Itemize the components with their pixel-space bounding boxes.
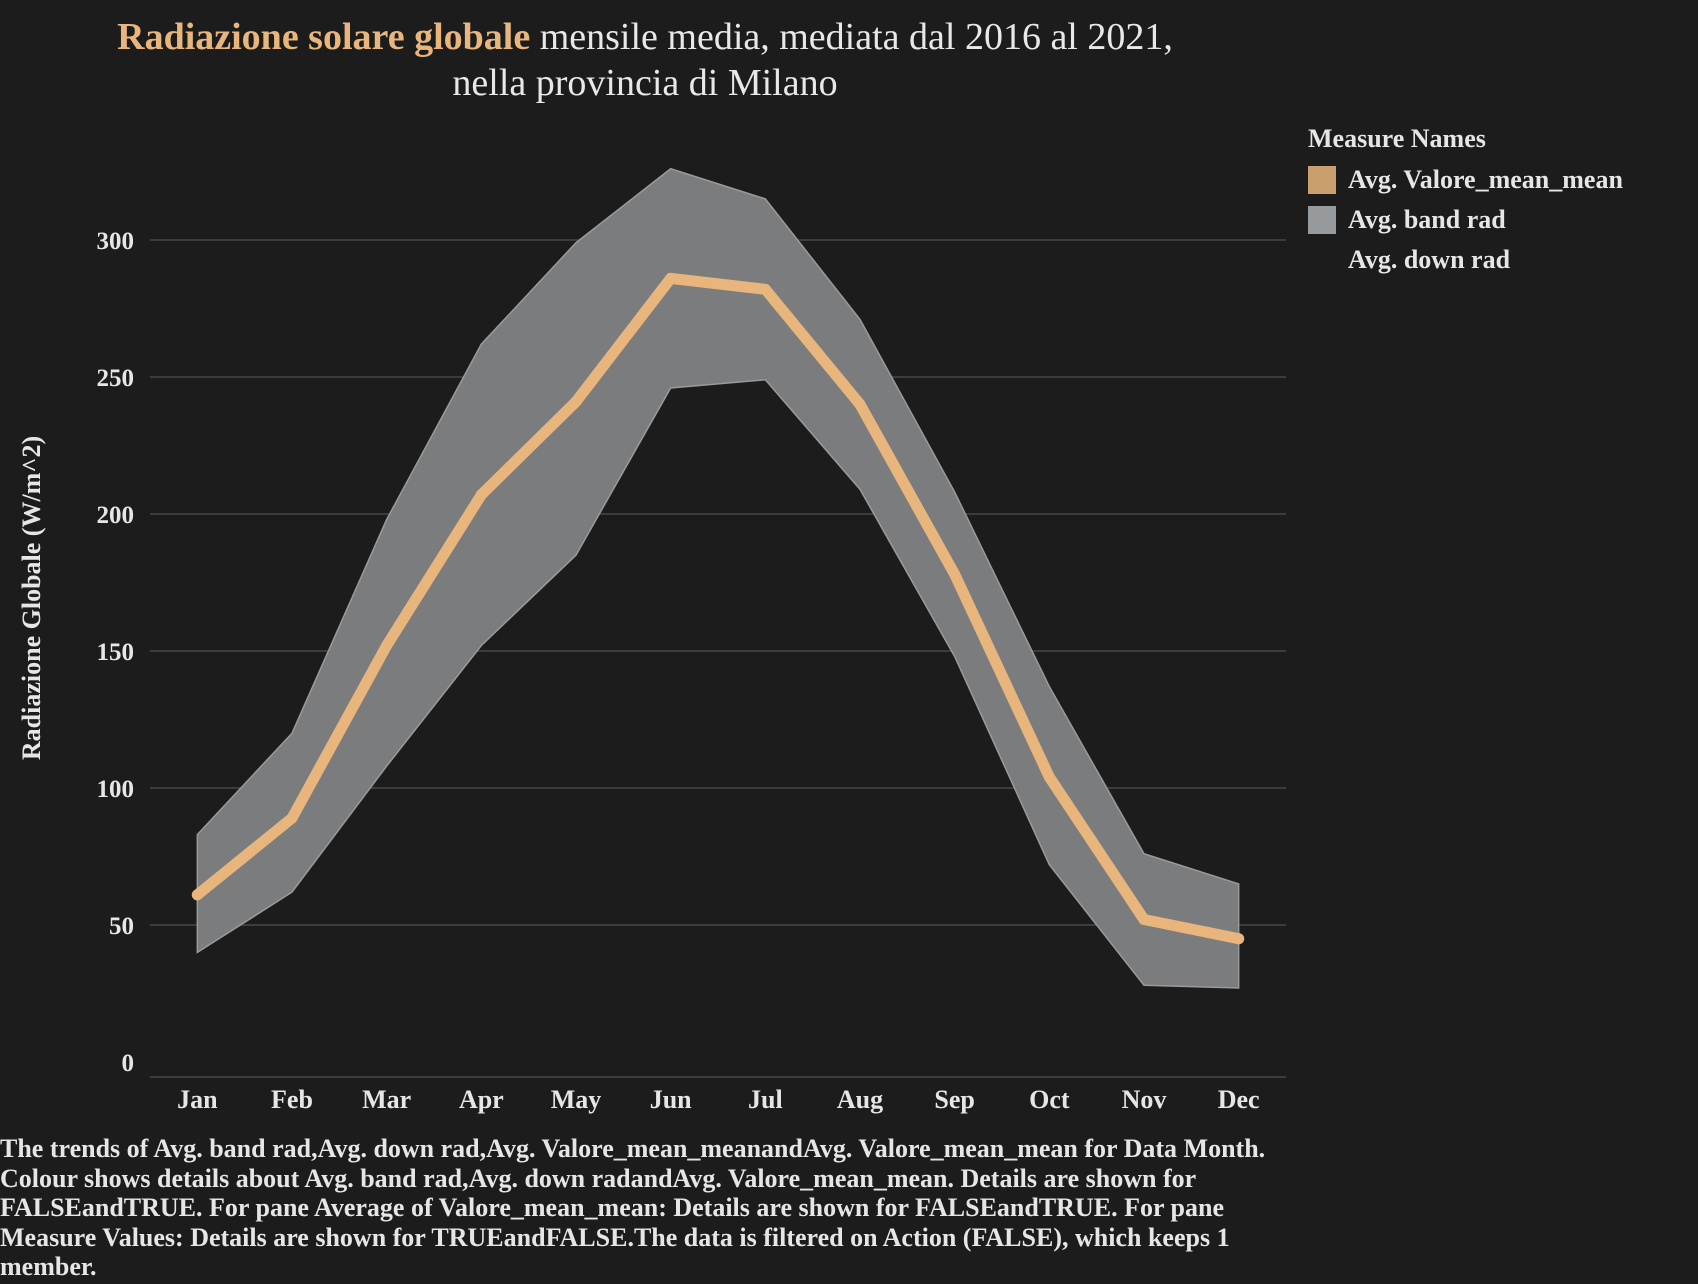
x-tick-label-oct: Oct xyxy=(1029,1085,1070,1114)
x-tick-label-jul: Jul xyxy=(748,1085,783,1114)
legend-item-valore[interactable]: Avg. Valore_mean_mean xyxy=(1308,160,1623,200)
legend-swatch-band xyxy=(1308,206,1336,234)
series-line-valore xyxy=(191,272,1245,945)
y-axis-label: Radiazione Globale (W/m^2) xyxy=(17,436,46,760)
legend-label-valore: Avg. Valore_mean_mean xyxy=(1348,165,1623,194)
x-tick-label-nov: Nov xyxy=(1122,1085,1167,1114)
y-tick-label-200: 200 xyxy=(97,502,135,529)
title-rest-line1: mensile media, mediata dal 2016 al 2021, xyxy=(530,16,1173,58)
title-line2: nella provincia di Milano xyxy=(452,62,838,104)
x-tick-label-dec: Dec xyxy=(1218,1085,1260,1114)
data-point-mar xyxy=(381,640,393,652)
x-tick-label-feb: Feb xyxy=(271,1085,313,1114)
legend-item-band[interactable]: Avg. band rad xyxy=(1308,200,1623,240)
x-tick-label-sep: Sep xyxy=(934,1085,974,1114)
chart-title: Radiazione solare globale mensile media,… xyxy=(0,14,1290,106)
band-area xyxy=(196,167,1240,989)
y-tick-label-300: 300 xyxy=(97,228,135,255)
x-axis-ticks: Jan Feb Mar Apr May Jun Jul Aug Sep Oct Nov Dec xyxy=(177,1085,1259,1114)
chart-caption: The trends of Avg. band rad,Avg. down ra… xyxy=(0,1134,1266,1281)
legend-label-band: Avg. band rad xyxy=(1348,205,1506,234)
data-point-aug xyxy=(854,398,866,410)
data-point-jan xyxy=(191,889,203,901)
y-axis-ticks: 0 50 100 150 200 250 300 xyxy=(97,228,135,1077)
data-point-may xyxy=(570,396,582,408)
x-tick-label-aug: Aug xyxy=(837,1085,883,1114)
y-tick-label-0: 0 xyxy=(122,1050,135,1077)
x-tick-label-jan: Jan xyxy=(177,1085,218,1114)
y-tick-label-50: 50 xyxy=(109,913,134,940)
line-chart: 0 50 100 150 200 250 300 Jan Feb Mar Apr May Jun Jul… xyxy=(17,167,1286,1114)
data-point-apr xyxy=(475,489,487,501)
data-point-dec xyxy=(1233,933,1245,945)
series-line xyxy=(191,272,1245,945)
legend-swatch-down xyxy=(1308,246,1336,274)
data-point-feb xyxy=(286,812,298,824)
data-point-nov xyxy=(1138,914,1150,926)
band-polygon xyxy=(196,167,1240,989)
legend: Measure Names Avg. Valore_mean_mean Avg.… xyxy=(1308,124,1623,280)
title-highlight: Radiazione solare globale xyxy=(117,16,531,58)
y-tick-label-100: 100 xyxy=(97,776,135,803)
y-tick-label-250: 250 xyxy=(97,365,135,392)
legend-label-down: Avg. down rad xyxy=(1348,245,1511,274)
data-point-sep xyxy=(949,568,961,580)
data-point-jul xyxy=(759,283,771,295)
legend-swatch-valore xyxy=(1308,166,1336,194)
x-tick-label-jun: Jun xyxy=(650,1085,692,1114)
data-point-oct xyxy=(1043,771,1055,783)
data-point-jun xyxy=(665,272,677,284)
legend-item-down[interactable]: Avg. down rad xyxy=(1308,240,1623,280)
legend-title: Measure Names xyxy=(1308,124,1486,153)
x-tick-label-apr: Apr xyxy=(459,1085,504,1114)
x-tick-label-mar: Mar xyxy=(362,1085,411,1114)
x-tick-label-may: May xyxy=(551,1085,602,1114)
y-tick-label-150: 150 xyxy=(97,639,135,666)
